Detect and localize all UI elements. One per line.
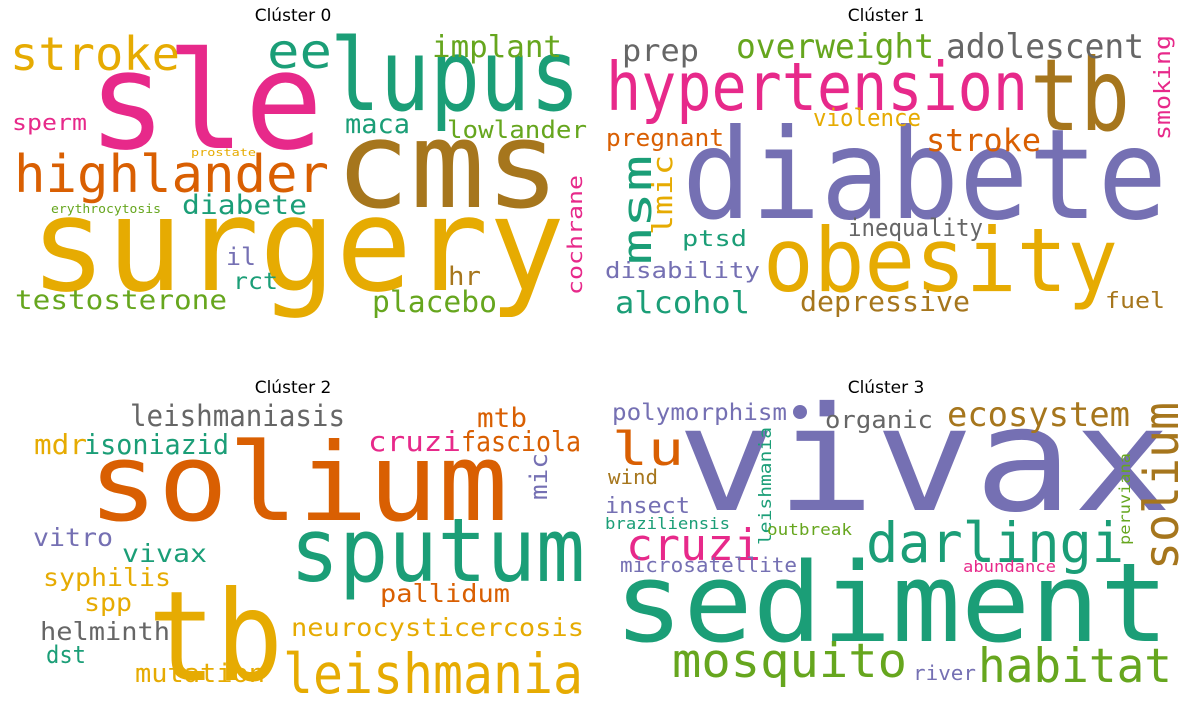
cluster-3-dot: [793, 405, 807, 419]
word-solium: solium: [1134, 402, 1189, 570]
word-vivax: vivax: [122, 539, 207, 568]
word-river: river: [913, 661, 976, 685]
word-diabete: diabete: [182, 190, 307, 221]
word-mutation: mutation: [135, 659, 265, 689]
word-syphilis: syphilis: [43, 563, 171, 592]
word-overweight: overweight: [736, 27, 934, 67]
word-habitat: habitat: [978, 639, 1172, 694]
word-fuel: fuel: [1105, 289, 1165, 314]
word-sediment: sediment: [614, 539, 1169, 667]
word-implant: implant: [432, 30, 562, 65]
cluster-1-title: Clúster 1: [847, 6, 925, 26]
word-rct: rct: [233, 269, 278, 295]
word-sputum: sputum: [290, 499, 585, 602]
word-outbreak: outbreak: [767, 520, 852, 539]
word-lupus: lupus: [330, 17, 580, 134]
word-polymorphism: polymorphism: [612, 400, 787, 426]
word-dst: dst: [46, 641, 86, 669]
cluster-3-title: Clúster 3: [847, 378, 925, 398]
word-mosquito: mosquito: [672, 634, 907, 689]
word-lowlander: lowlander: [447, 116, 587, 144]
word-ptsd: ptsd: [682, 227, 747, 252]
word-alcohol: alcohol: [615, 286, 750, 321]
word-tb: tb: [148, 565, 283, 701]
word-vitro: vitro: [33, 523, 113, 552]
word-testosterone: testosterone: [15, 285, 227, 316]
word-isoniazid: isoniazid: [84, 428, 229, 461]
word-stroke: stroke: [926, 123, 1041, 159]
word-microsatellite: microsatellite: [620, 553, 797, 577]
word-ee: ee: [267, 24, 332, 80]
word-mic: mic: [525, 453, 553, 500]
word-erythrocytosis: erythrocytosis: [51, 202, 161, 216]
word-cochrane: cochrane: [563, 175, 587, 295]
word-organic: organic: [825, 406, 933, 434]
word-wind: wind: [608, 465, 658, 489]
word-lmic: lmic: [646, 155, 679, 235]
word-placebo: placebo: [372, 285, 497, 319]
word-insect: insect: [605, 494, 690, 519]
word-lu: lu: [612, 422, 684, 476]
word-obesity: obesity: [763, 209, 1118, 312]
word-vivax: vivax: [677, 376, 1172, 545]
word-darlingi: darlingi: [866, 511, 1124, 575]
word-mtb: mtb: [477, 403, 527, 434]
word-peruviana: peruviana: [1116, 453, 1134, 545]
cluster-0-title: Clúster 0: [254, 6, 332, 26]
word-tb: tb: [1030, 37, 1130, 154]
word-spp: spp: [84, 588, 132, 617]
word-mdr: mdr: [34, 428, 87, 461]
word-solium: solium: [88, 421, 508, 546]
word-stroke: stroke: [10, 27, 180, 81]
word-prostate: prostate: [191, 146, 256, 159]
word-leishmaniasis: leishmaniasis: [130, 399, 345, 433]
word-msm: msm: [615, 155, 661, 265]
word-braziliensis: braziliensis: [605, 514, 730, 533]
word-sperm: sperm: [12, 111, 87, 136]
word-pregnant: pregnant: [606, 124, 724, 152]
word-disability: disability: [605, 259, 760, 284]
word-cms: cms: [335, 97, 560, 236]
word-il: il: [226, 243, 256, 271]
word-depressive: depressive: [800, 285, 970, 318]
word-sle: sle: [88, 23, 323, 180]
word-cruzi: cruzi: [368, 425, 461, 458]
word-hypertension: hypertension: [606, 48, 1028, 126]
cluster-2-title: Clúster 2: [254, 378, 332, 398]
word-neurocysticercosis: neurocysticercosis: [291, 613, 584, 642]
word-hr: hr: [448, 262, 481, 292]
word-leishmania: leishmania: [756, 427, 776, 545]
word-smoking: smoking: [1151, 35, 1176, 140]
word-helminth: helminth: [40, 617, 170, 646]
word-prep: prep: [622, 34, 699, 69]
word-cruzi: cruzi: [626, 520, 761, 571]
word-leishmania: leishmania: [283, 642, 583, 701]
word-surgery: surgery: [30, 169, 565, 321]
word-highlander: highlander: [14, 145, 329, 205]
word-abundance: abundance: [963, 557, 1056, 576]
word-fasciola: fasciola: [461, 425, 581, 458]
word-violence: violence: [813, 104, 921, 132]
word-maca: maca: [345, 109, 410, 140]
word-ecosystem: ecosystem: [947, 395, 1130, 435]
word-adolescent: adolescent: [946, 27, 1144, 67]
word-inequality: inequality: [848, 214, 983, 242]
word-pallidum: pallidum: [380, 579, 510, 608]
word-diabete: diabete: [682, 103, 1167, 248]
